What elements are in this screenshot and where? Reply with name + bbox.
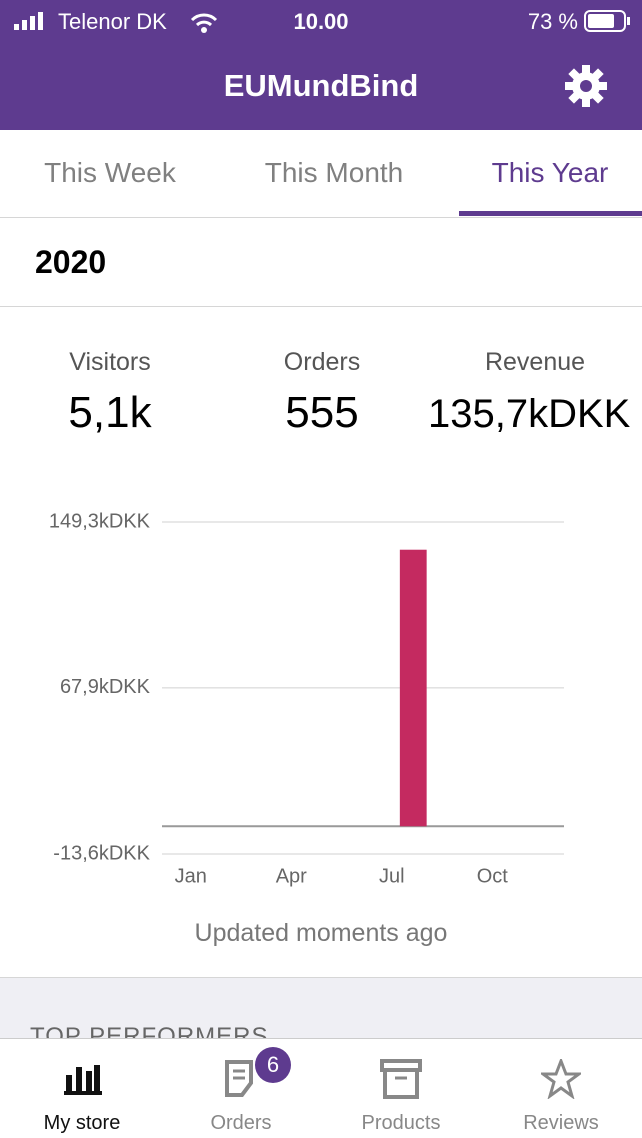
nav-label[interactable]: My store xyxy=(43,1112,121,1134)
app-header: EUMundBind xyxy=(0,44,642,130)
y-tick-label: 67,9kDKK xyxy=(60,676,151,698)
section-title: TOP PERFORMERS xyxy=(30,1023,269,1039)
store-icon[interactable] xyxy=(64,1061,102,1095)
stat-label: Orders xyxy=(283,348,361,376)
section-background: TOP PERFORMERS xyxy=(0,977,642,1039)
battery-level: 73 % xyxy=(527,9,578,34)
signal-icon xyxy=(14,12,43,30)
products-icon[interactable] xyxy=(380,1059,422,1099)
divider xyxy=(0,217,642,218)
stat-value: 555 xyxy=(285,388,359,437)
reviews-icon[interactable] xyxy=(541,1059,581,1099)
revenue-chart: -13,6kDKK 67,9kDKK 149,3kDKK Jan Apr Jul Oct xyxy=(49,510,564,887)
tab-active[interactable]: This Year xyxy=(491,157,609,188)
x-tick-label: Jul xyxy=(379,865,405,887)
nav-label[interactable]: Products xyxy=(361,1112,441,1134)
stat-value: 135,7kDKK xyxy=(428,392,631,436)
app-title: EUMundBind xyxy=(223,68,419,103)
nav-label[interactable]: Orders xyxy=(210,1112,272,1134)
tab[interactable]: This Month xyxy=(264,157,404,188)
nav-label[interactable]: Reviews xyxy=(523,1112,599,1134)
carrier: Telenor DK xyxy=(58,9,167,34)
tab-indicator xyxy=(459,211,642,216)
status-bar: Telenor DK 10.00 73 % xyxy=(0,0,642,44)
updated-note: Updated moments ago xyxy=(194,919,448,947)
orders-icon[interactable] xyxy=(224,1059,260,1099)
y-tick-label: 149,3kDKK xyxy=(49,510,151,532)
period-label: 2020 xyxy=(35,244,107,280)
orders-badge: 6 xyxy=(255,1047,291,1083)
divider xyxy=(0,306,642,307)
stat-label: Revenue xyxy=(484,348,586,376)
stat-value: 5,1k xyxy=(68,388,152,437)
settings-icon[interactable] xyxy=(564,64,608,108)
wifi-icon xyxy=(190,13,218,33)
x-tick-label: Jan xyxy=(175,865,207,887)
y-tick-label: -13,6kDKK xyxy=(53,842,150,864)
battery-icon xyxy=(584,10,630,32)
x-tick-label: Oct xyxy=(477,865,509,887)
bar xyxy=(399,549,427,827)
x-tick-label: Apr xyxy=(276,865,307,887)
stat-label: Visitors xyxy=(69,348,151,376)
tab[interactable]: This Week xyxy=(44,157,176,188)
bottom-nav: 6 My store Orders Products Reviews xyxy=(0,1038,642,1138)
clock: 10.00 xyxy=(293,9,349,34)
